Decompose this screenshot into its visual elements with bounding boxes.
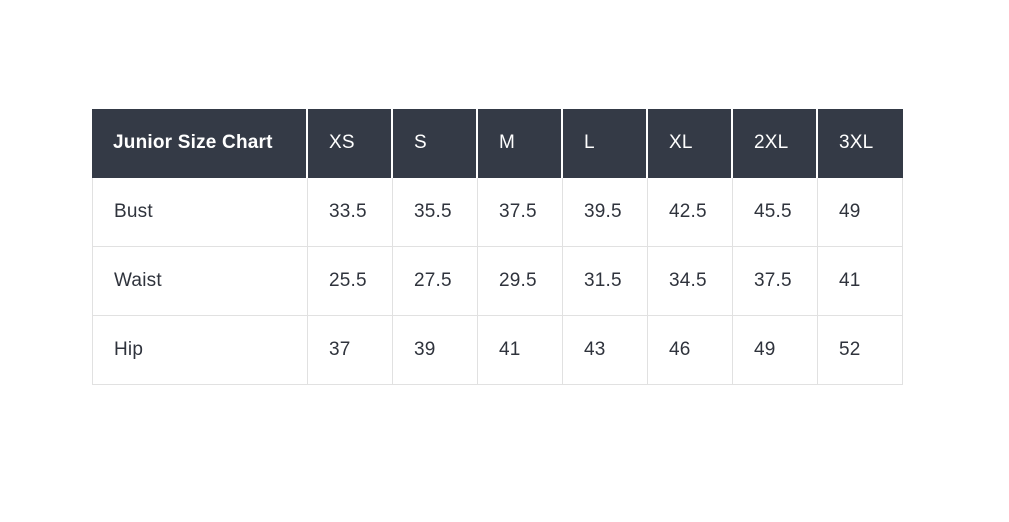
cell-hip-m: 41 <box>478 316 563 385</box>
cell-bust-xl: 42.5 <box>648 178 733 247</box>
column-header-s: S <box>393 109 478 178</box>
cell-waist-s: 27.5 <box>393 247 478 316</box>
column-header-m: M <box>478 109 563 178</box>
cell-hip-xs: 37 <box>308 316 393 385</box>
cell-bust-3xl: 49 <box>818 178 903 247</box>
table-title-cell: Junior Size Chart <box>92 109 308 178</box>
table-header: Junior Size Chart XS S M L XL 2XL 3XL <box>92 109 903 178</box>
cell-hip-3xl: 52 <box>818 316 903 385</box>
cell-hip-l: 43 <box>563 316 648 385</box>
cell-hip-xl: 46 <box>648 316 733 385</box>
cell-hip-2xl: 49 <box>733 316 818 385</box>
cell-waist-xs: 25.5 <box>308 247 393 316</box>
cell-bust-m: 37.5 <box>478 178 563 247</box>
cell-hip-s: 39 <box>393 316 478 385</box>
column-header-xl: XL <box>648 109 733 178</box>
row-label-hip: Hip <box>92 316 308 385</box>
column-header-l: L <box>563 109 648 178</box>
table-row-hip: Hip 37 39 41 43 46 49 52 <box>92 316 903 385</box>
cell-bust-xs: 33.5 <box>308 178 393 247</box>
column-header-3xl: 3XL <box>818 109 903 178</box>
table-body: Bust 33.5 35.5 37.5 39.5 42.5 45.5 49 Waist 25.5 2… <box>92 178 903 385</box>
table-row-waist: Waist 25.5 27.5 29.5 31.5 34.5 37.5 41 <box>92 247 903 316</box>
cell-bust-2xl: 45.5 <box>733 178 818 247</box>
cell-waist-xl: 34.5 <box>648 247 733 316</box>
header-row: Junior Size Chart XS S M L XL 2XL 3XL <box>92 109 903 178</box>
column-header-2xl: 2XL <box>733 109 818 178</box>
cell-waist-3xl: 41 <box>818 247 903 316</box>
cell-waist-m: 29.5 <box>478 247 563 316</box>
table-row-bust: Bust 33.5 35.5 37.5 39.5 42.5 45.5 49 <box>92 178 903 247</box>
cell-waist-2xl: 37.5 <box>733 247 818 316</box>
cell-waist-l: 31.5 <box>563 247 648 316</box>
row-label-bust: Bust <box>92 178 308 247</box>
cell-bust-l: 39.5 <box>563 178 648 247</box>
cell-bust-s: 35.5 <box>393 178 478 247</box>
junior-size-chart-table: Junior Size Chart XS S M L XL 2XL 3XL Bust 33.5… <box>92 109 903 385</box>
row-label-waist: Waist <box>92 247 308 316</box>
column-header-xs: XS <box>308 109 393 178</box>
